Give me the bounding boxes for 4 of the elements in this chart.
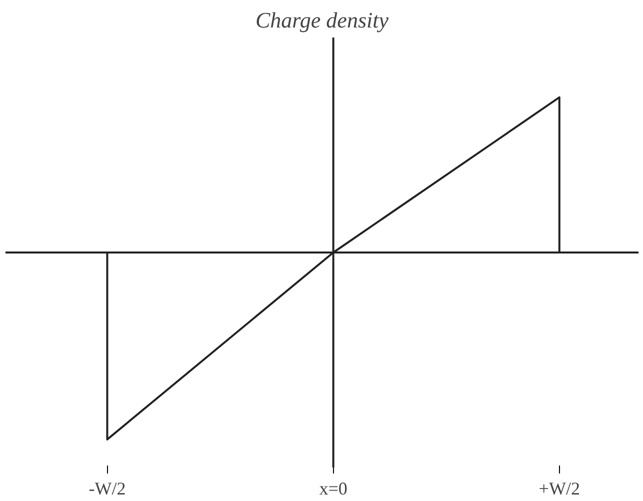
- y-axis-title: Charge density: [256, 8, 389, 32]
- x-tick-label: x=0: [319, 478, 348, 498]
- x-tick-label: -W/2: [88, 478, 126, 498]
- x-tick-label: +W/2: [538, 478, 580, 498]
